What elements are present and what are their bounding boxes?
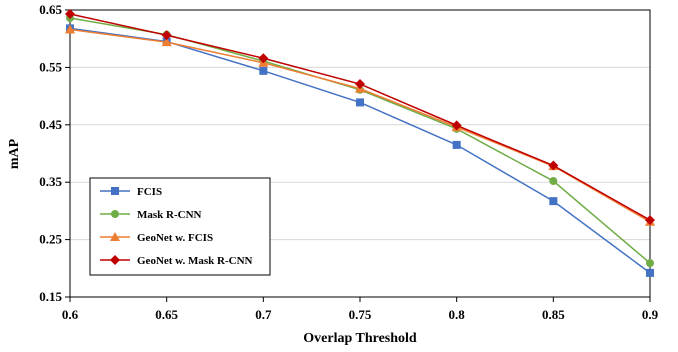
data-point xyxy=(65,24,75,34)
data-point xyxy=(161,30,172,41)
data-point xyxy=(451,120,462,131)
legend-marker xyxy=(111,187,119,195)
y-axis-ticks: 0.15 0.25 0.35 0.45 0.55 0.65 xyxy=(39,2,70,304)
data-point xyxy=(646,259,654,268)
legend-entry: FCIS xyxy=(100,186,162,198)
data-point xyxy=(65,9,75,20)
legend-marker xyxy=(110,232,120,241)
y-tick-label: 0.25 xyxy=(39,232,62,247)
legend-entry: GeoNet w. Mask R-CNN xyxy=(100,255,253,267)
data-point xyxy=(161,37,172,47)
x-axis-title: Overlap Threshold xyxy=(303,331,417,346)
y-axis-title: mAP xyxy=(7,138,22,169)
x-tick-label: 0.85 xyxy=(542,307,565,322)
legend: FCIS Mask R-CNN GeoNet w. FCIS GeoNet w. Ma… xyxy=(89,177,271,276)
series-layer xyxy=(65,9,655,277)
data-point xyxy=(646,268,654,277)
legend-label: FCIS xyxy=(137,186,162,198)
x-tick-label: 0.9 xyxy=(642,307,659,322)
data-point xyxy=(355,79,365,90)
y-tick-label: 0.35 xyxy=(39,174,62,189)
data-point xyxy=(259,66,268,75)
series-geonet-w-mask-r-cnn xyxy=(65,9,655,226)
data-point xyxy=(356,98,364,107)
x-tick-label: 0.7 xyxy=(255,307,272,322)
data-point xyxy=(549,177,558,186)
legend-marker xyxy=(110,255,120,265)
data-point xyxy=(548,160,559,171)
legend-label: GeoNet w. FCIS xyxy=(137,232,213,244)
legend-marker xyxy=(111,210,119,218)
x-tick-label: 0.65 xyxy=(155,307,178,322)
y-tick-label: 0.45 xyxy=(39,117,62,132)
x-tick-label: 0.6 xyxy=(62,307,79,322)
legend-box xyxy=(89,177,271,276)
legend-label: Mask R-CNN xyxy=(137,209,202,221)
y-tick-label: 0.55 xyxy=(39,59,62,74)
data-point xyxy=(549,197,558,206)
legend-entry: GeoNet w. FCIS xyxy=(100,232,213,244)
data-point xyxy=(452,140,461,149)
x-tick-label: 0.8 xyxy=(449,307,466,322)
data-point xyxy=(258,53,269,64)
data-point xyxy=(645,215,655,226)
x-axis-ticks: 0.6 0.65 0.7 0.75 0.8 0.85 0.9 xyxy=(62,297,659,322)
y-tick-label: 0.65 xyxy=(39,2,62,17)
y-tick-label: 0.15 xyxy=(39,289,62,304)
legend-label: GeoNet w. Mask R-CNN xyxy=(137,255,253,267)
legend-entry: Mask R-CNN xyxy=(100,209,202,221)
x-tick-label: 0.75 xyxy=(349,307,372,322)
